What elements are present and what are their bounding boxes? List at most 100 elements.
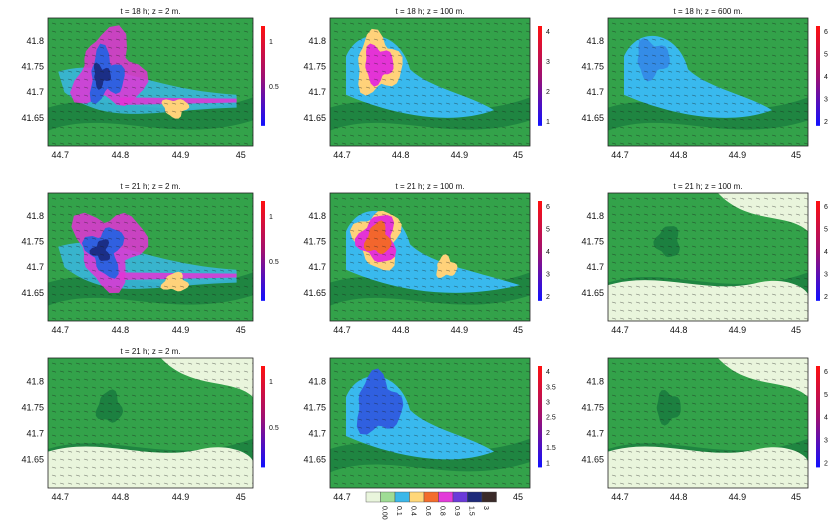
colorbar — [538, 201, 542, 301]
colorbar-tick-label: 0.5 — [269, 425, 279, 432]
legend-label: 0.8 — [439, 506, 446, 516]
colorbar-tick-label: 6 — [824, 369, 828, 376]
colorbar-tick-label: 2 — [824, 460, 828, 467]
plot-frame — [329, 192, 531, 322]
legend-swatch — [423, 491, 439, 503]
map-panel: 41.841.7541.741.6544.744.844.94543.532.5… — [303, 357, 556, 502]
low-concentration-region — [718, 193, 808, 232]
plot-frame — [607, 192, 809, 322]
plot-frame — [47, 192, 254, 322]
x-tick-label: 44.9 — [172, 150, 190, 160]
y-tick-label: 41.65 — [581, 288, 604, 298]
legend-swatch — [365, 491, 381, 503]
colorbar-tick-label: 1 — [546, 460, 550, 467]
concentration-spot — [95, 389, 124, 423]
colorbar-tick-label: 5 — [824, 392, 828, 399]
map-panel: t = 21 h; z = 2 m. 41.8 41.75 41.7 41.65 44.7… — [21, 347, 278, 502]
map-panel: t = 18 h; z = 2 m. 41.8 41.75 41.7 41.65 44.7… — [21, 7, 278, 160]
y-tick-label: 41.8 — [26, 211, 44, 221]
panel-title: t = 21 h; z = 100 m. — [674, 182, 743, 191]
x-tick-label: 44.9 — [451, 150, 469, 160]
x-tick-label: 45 — [513, 325, 523, 335]
y-tick-label: 41.7 — [308, 262, 326, 272]
x-tick-label: 44.7 — [52, 325, 70, 335]
y-tick-label: 41.7 — [586, 428, 604, 438]
legend-swatch — [481, 491, 497, 503]
map-panel: t = 21 h; z = 2 m. 41.8 41.75 41.7 41.65 44.7… — [21, 182, 278, 335]
colorbar — [538, 366, 542, 468]
y-tick-label: 41.65 — [21, 113, 44, 123]
y-tick-label: 41.65 — [21, 454, 44, 464]
x-tick-label: 44.7 — [611, 492, 629, 502]
map-panel: t = 21 h; z = 100 m.41.841.7541.741.6544… — [303, 182, 550, 335]
colorbar-tick-label: 4 — [824, 249, 828, 256]
colorbar-tick-label: 5 — [824, 226, 828, 233]
panel-title: t = 18 h; z = 2 m. — [120, 7, 180, 16]
concentration-legend: 0.00 0.1 0.4 0.6 0.8 0.9 1.5 3 — [365, 491, 497, 520]
y-tick-label: 41.65 — [581, 113, 604, 123]
colorbar-tick-label: 2.5 — [546, 415, 556, 422]
y-tick-label: 41.8 — [26, 376, 44, 386]
colorbar-tick-label: 1.5 — [546, 445, 556, 452]
colorbar-tick-label: 5 — [546, 226, 550, 233]
x-tick-label: 45 — [236, 325, 246, 335]
colorbar-tick-label: 3 — [824, 271, 828, 278]
y-tick-label: 41.75 — [21, 402, 44, 412]
plot-area — [608, 193, 808, 321]
legend-swatch — [452, 491, 468, 503]
x-tick-label: 44.8 — [112, 492, 130, 502]
map-panel: t = 21 h; z = 100 m.41.841.7541.741.6544… — [581, 182, 828, 335]
x-tick-label: 44.7 — [333, 325, 351, 335]
colorbar-tick-label: 2 — [824, 294, 828, 301]
x-tick-label: 44.9 — [729, 325, 747, 335]
x-tick-label: 44.8 — [392, 325, 410, 335]
plume-peak — [365, 43, 394, 87]
x-tick-label: 45 — [513, 492, 523, 502]
x-tick-label: 44.9 — [729, 492, 747, 502]
plot-frame — [47, 17, 254, 147]
x-tick-label: 44.8 — [392, 150, 410, 160]
y-tick-label: 41.75 — [303, 402, 326, 412]
y-tick-label: 41.7 — [26, 262, 44, 272]
y-tick-label: 41.75 — [581, 237, 604, 247]
x-tick-label: 44.9 — [729, 150, 747, 160]
map-panel: 41.8 41.75 41.7 41.65 44.7 44.8 44.9 45 6 5 4 3 2 — [581, 357, 828, 502]
plume-peak — [363, 220, 392, 255]
colorbar-tick-label: 4 — [546, 249, 550, 256]
y-tick-label: 41.65 — [21, 288, 44, 298]
y-tick-label: 41.65 — [303, 454, 326, 464]
x-tick-label: 44.7 — [52, 150, 70, 160]
colorbar — [816, 201, 820, 301]
y-tick-label: 41.65 — [581, 454, 604, 464]
y-tick-label: 41.7 — [586, 87, 604, 97]
x-tick-label: 45 — [791, 492, 801, 502]
colorbar — [816, 366, 820, 468]
colorbar-tick-label: 1 — [269, 214, 273, 221]
wind-vector-field — [333, 197, 530, 320]
legend-label: 0.00 — [381, 506, 388, 520]
plume-peak — [89, 239, 111, 261]
x-tick-label: 44.7 — [611, 325, 629, 335]
map-panel: t = 18 h; z = 600 m.41.841.7541.741.6544… — [581, 7, 828, 160]
x-tick-label: 45 — [236, 150, 246, 160]
low-concentration-region — [160, 358, 253, 397]
legend-swatch — [438, 491, 454, 503]
colorbar-tick-label: 1 — [269, 39, 273, 46]
colorbar-tick-label: 0.5 — [269, 259, 279, 266]
legend-label: 0.6 — [424, 506, 431, 516]
y-tick-label: 41.75 — [303, 62, 326, 72]
colorbar — [538, 26, 542, 126]
colorbar-tick-label: 2 — [824, 119, 828, 126]
wind-vector-field — [51, 197, 253, 320]
plot-frame — [329, 17, 531, 147]
y-tick-label: 41.75 — [303, 237, 326, 247]
y-tick-label: 41.7 — [308, 87, 326, 97]
x-tick-label: 44.8 — [670, 492, 688, 502]
y-tick-label: 41.7 — [308, 428, 326, 438]
plume-peak — [94, 62, 111, 90]
y-tick-label: 41.8 — [586, 211, 604, 221]
panel-title: t = 18 h; z = 100 m. — [396, 7, 465, 16]
y-tick-label: 41.8 — [308, 211, 326, 221]
panel-title: t = 21 h; z = 2 m. — [120, 347, 180, 356]
legend-swatch — [409, 491, 425, 503]
